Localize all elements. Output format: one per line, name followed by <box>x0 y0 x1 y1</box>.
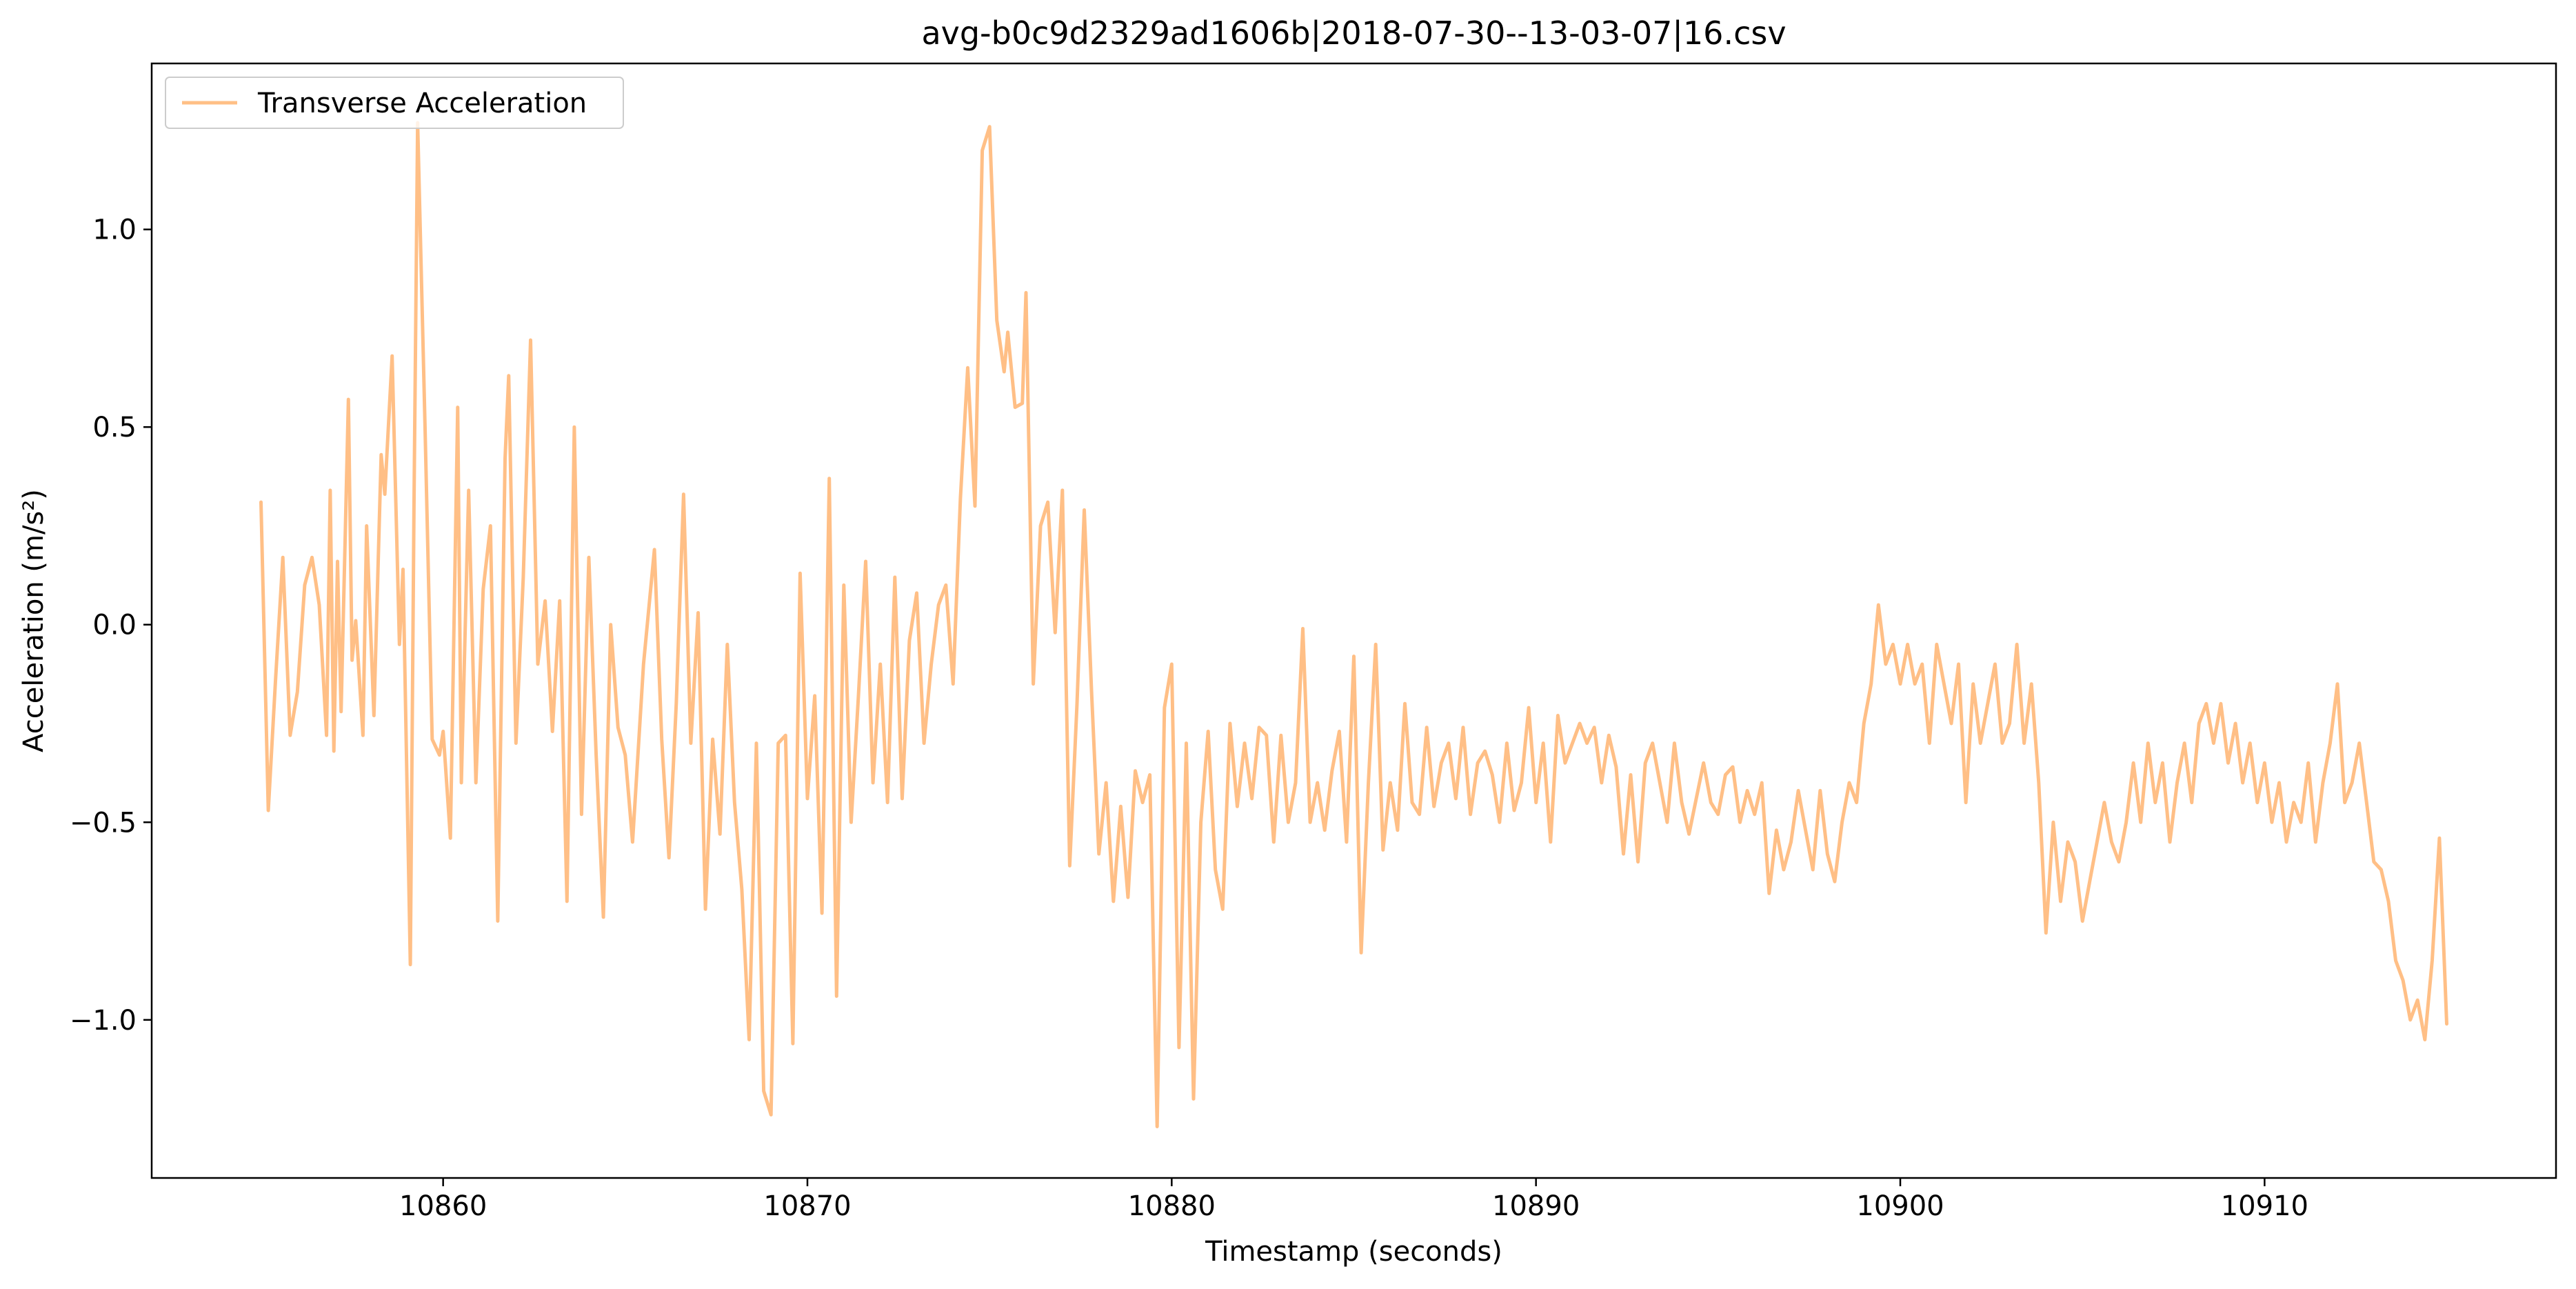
y-axis-label: Acceleration (m/s²) <box>18 489 50 752</box>
y-tick-label: −0.5 <box>70 807 137 839</box>
x-tick-label: 10900 <box>1856 1190 1944 1222</box>
legend: Transverse Acceleration <box>165 77 624 129</box>
plot-layer <box>259 121 2448 1128</box>
x-tick-label: 10860 <box>399 1190 487 1222</box>
y-tick-label: 1.0 <box>92 214 137 246</box>
x-axis: 10860 10870 10880 10890 10900 10910 <box>399 1178 2308 1222</box>
y-tick-label: 0.0 <box>92 610 137 641</box>
x-tick-label: 10870 <box>763 1190 851 1222</box>
legend-box <box>165 77 624 129</box>
plot-frame <box>150 62 2557 1179</box>
x-axis-label: Timestamp (seconds) <box>1205 1236 1502 1268</box>
x-tick-label: 10890 <box>1492 1190 1580 1222</box>
y-tick-label: 0.5 <box>92 412 137 443</box>
series-line-0 <box>259 121 2448 1128</box>
y-tick-label: −1.0 <box>70 1005 137 1037</box>
legend-label: Transverse Acceleration <box>257 88 587 119</box>
y-axis: −1.0 −0.5 0.0 0.5 1.0 <box>70 214 152 1037</box>
x-tick-label: 10880 <box>1128 1190 1216 1222</box>
x-tick-label: 10910 <box>2221 1190 2308 1222</box>
chart-title: avg-b0c9d2329ad1606b|2018-07-30--13-03-0… <box>921 14 1786 52</box>
